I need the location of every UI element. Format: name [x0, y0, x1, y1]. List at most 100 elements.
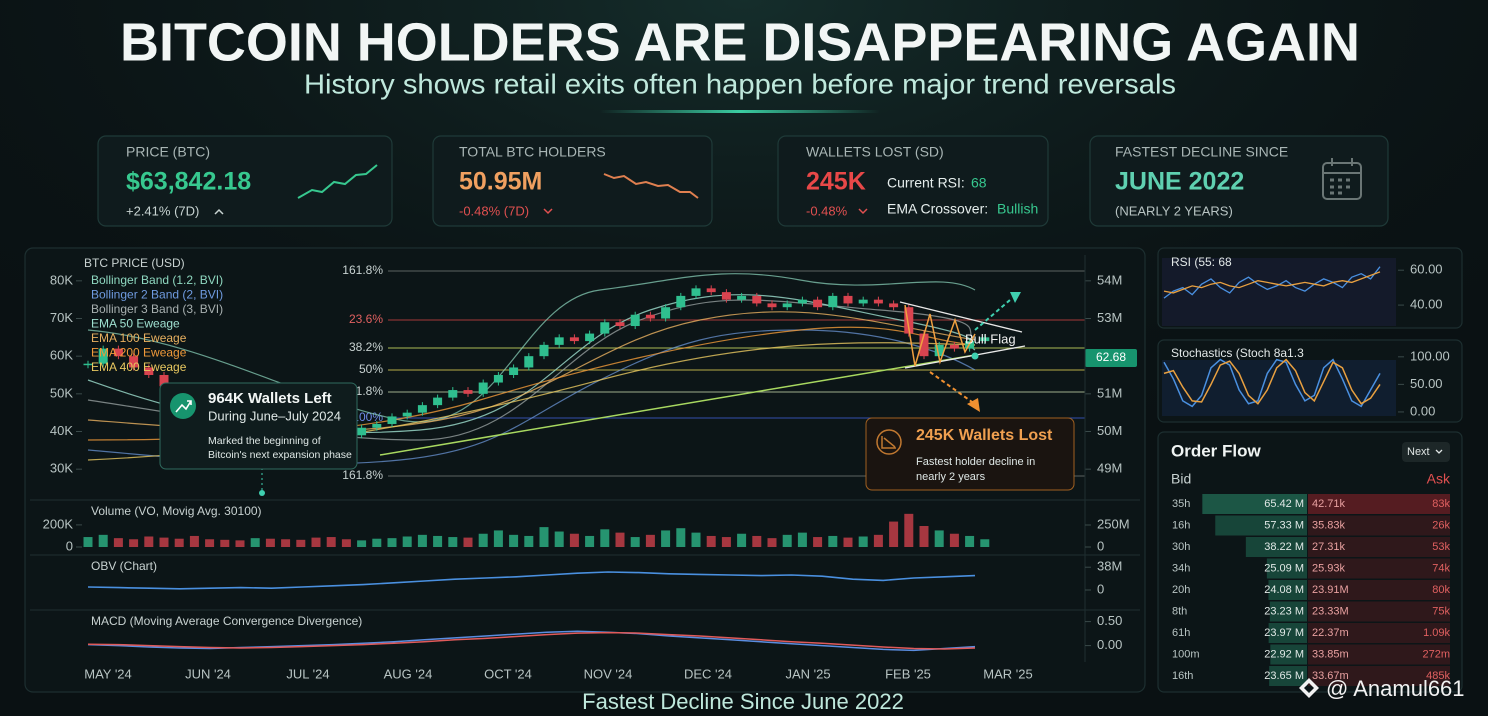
ask-volume: 27.31k — [1312, 541, 1346, 553]
annotation-box — [159, 382, 358, 470]
row-label: 61h — [1172, 627, 1190, 639]
candle-body — [159, 375, 169, 387]
row-label: 35h — [1172, 498, 1190, 510]
candle-body — [493, 375, 503, 383]
candle-body — [615, 322, 625, 327]
candle-body — [737, 295, 747, 300]
candle-body — [645, 314, 655, 319]
volume-bar — [934, 530, 944, 547]
volume-bar — [569, 533, 579, 547]
candle-body — [478, 382, 488, 394]
volume-bar — [661, 530, 671, 547]
volume-bar — [919, 526, 929, 547]
volume-bar — [341, 539, 351, 547]
next-button[interactable] — [1402, 442, 1450, 462]
candle-body — [782, 303, 792, 308]
candle-body — [813, 299, 823, 308]
x-tick-label: JAN '25 — [785, 666, 830, 681]
tick-label: 50.00 — [1410, 376, 1443, 391]
caption: Fastest Decline Since June 2022 — [582, 689, 904, 714]
growth-icon-arrow — [175, 400, 192, 413]
rsi-chart: RSI (55: 68 40.00 60.00 — [1162, 255, 1443, 326]
bid-bar — [1268, 623, 1307, 643]
bid-bar — [1269, 601, 1307, 622]
annotation-dot — [259, 490, 265, 496]
ask-bar — [1308, 515, 1450, 536]
volume-bar — [265, 538, 275, 547]
bid-value: 65.42 M — [1264, 498, 1304, 510]
candle-body — [554, 337, 564, 345]
annotation-text: Bitcoin's next expansion phase — [208, 449, 352, 461]
ask-value: 74k — [1432, 562, 1450, 574]
chart-title: Stochastics (Stoch 8a1.3 — [1171, 346, 1304, 360]
ask-bar — [1308, 601, 1450, 622]
legend-entry: Bollinger 2 Band (2, BVI) — [91, 288, 223, 302]
tick-label: 0.50 — [1097, 613, 1122, 628]
obv-line — [87, 571, 976, 590]
candle-body — [129, 356, 139, 368]
order-flow-title: Order Flow — [1171, 441, 1262, 460]
bid-value: 24.08 M — [1264, 584, 1304, 596]
chart-title: Volume (VO, Movig Avg. 30100) — [91, 504, 262, 518]
volume-bar — [509, 534, 519, 547]
volume-bar — [478, 533, 488, 547]
rsi-value: 68 — [971, 175, 987, 191]
candle-body — [676, 295, 686, 308]
candle-body — [919, 333, 929, 357]
macd-line — [87, 631, 976, 650]
volume-bar — [372, 538, 382, 547]
candle-body — [949, 344, 959, 349]
volume-bar — [174, 538, 184, 547]
stoch-line — [1163, 358, 1381, 408]
annotation-title: 245K Wallets Lost — [916, 427, 1053, 444]
chart-title: BTC PRICE (USD) — [84, 256, 185, 270]
ask-value: 83k — [1432, 498, 1450, 510]
candle-body — [569, 337, 579, 342]
ask-bar — [1308, 558, 1450, 579]
volume-bar — [889, 521, 899, 547]
volume-bar — [159, 537, 169, 547]
y-tick-label: 70K — [50, 310, 73, 325]
chart-title: OBV (Chart) — [91, 559, 157, 573]
volume-bar — [493, 530, 503, 547]
main-panel — [24, 247, 1146, 693]
volume-bar — [402, 536, 412, 547]
candle-body — [934, 344, 944, 357]
volume-bar — [858, 536, 868, 547]
candle-body — [767, 303, 777, 308]
volume-bar — [98, 534, 108, 547]
y-tick-label: 50K — [50, 385, 73, 400]
ask-volume: 35.83k — [1312, 519, 1346, 531]
decline-icon-arrow — [881, 436, 896, 449]
bid-value: 22.92 M — [1264, 648, 1304, 660]
candle-body — [372, 423, 382, 428]
fib-label: 50% — [359, 362, 383, 376]
candle-body — [83, 363, 93, 366]
volume-bar — [144, 536, 154, 547]
order-flow-table: Order Flow Next Bid Ask 35h 65.42 M 42.71k… — [1171, 441, 1451, 686]
page-subtitle: History shows retail exits often happen … — [304, 68, 1176, 99]
candle-body — [858, 299, 868, 304]
rsi-plot-bg — [1162, 258, 1396, 326]
candle-body — [691, 288, 701, 296]
card — [777, 135, 1049, 227]
ema-value: Bullish — [997, 201, 1038, 217]
volume-bar — [250, 538, 260, 547]
legend: Bollinger Band (1.2, BVI)Bollinger 2 Ban… — [91, 273, 223, 374]
ask-volume: 25.93k — [1312, 562, 1346, 574]
card-label: WALLETS LOST (SD) — [806, 144, 944, 160]
next-button-label[interactable]: Next — [1407, 446, 1430, 458]
volume-bar — [448, 537, 458, 547]
card — [1089, 135, 1389, 227]
candle-body — [402, 412, 412, 417]
tick-label: 40.00 — [1410, 297, 1443, 312]
fib-label: 23.6% — [349, 312, 383, 326]
candle-body — [433, 397, 443, 406]
ema-label: EMA Crossover: — [887, 201, 988, 217]
decline-icon — [876, 429, 902, 455]
card-change: +2.41% (7D) — [126, 203, 199, 218]
bid-value: 38.22 M — [1264, 541, 1304, 553]
volume-bar — [813, 537, 823, 547]
bid-bar — [1215, 515, 1307, 536]
